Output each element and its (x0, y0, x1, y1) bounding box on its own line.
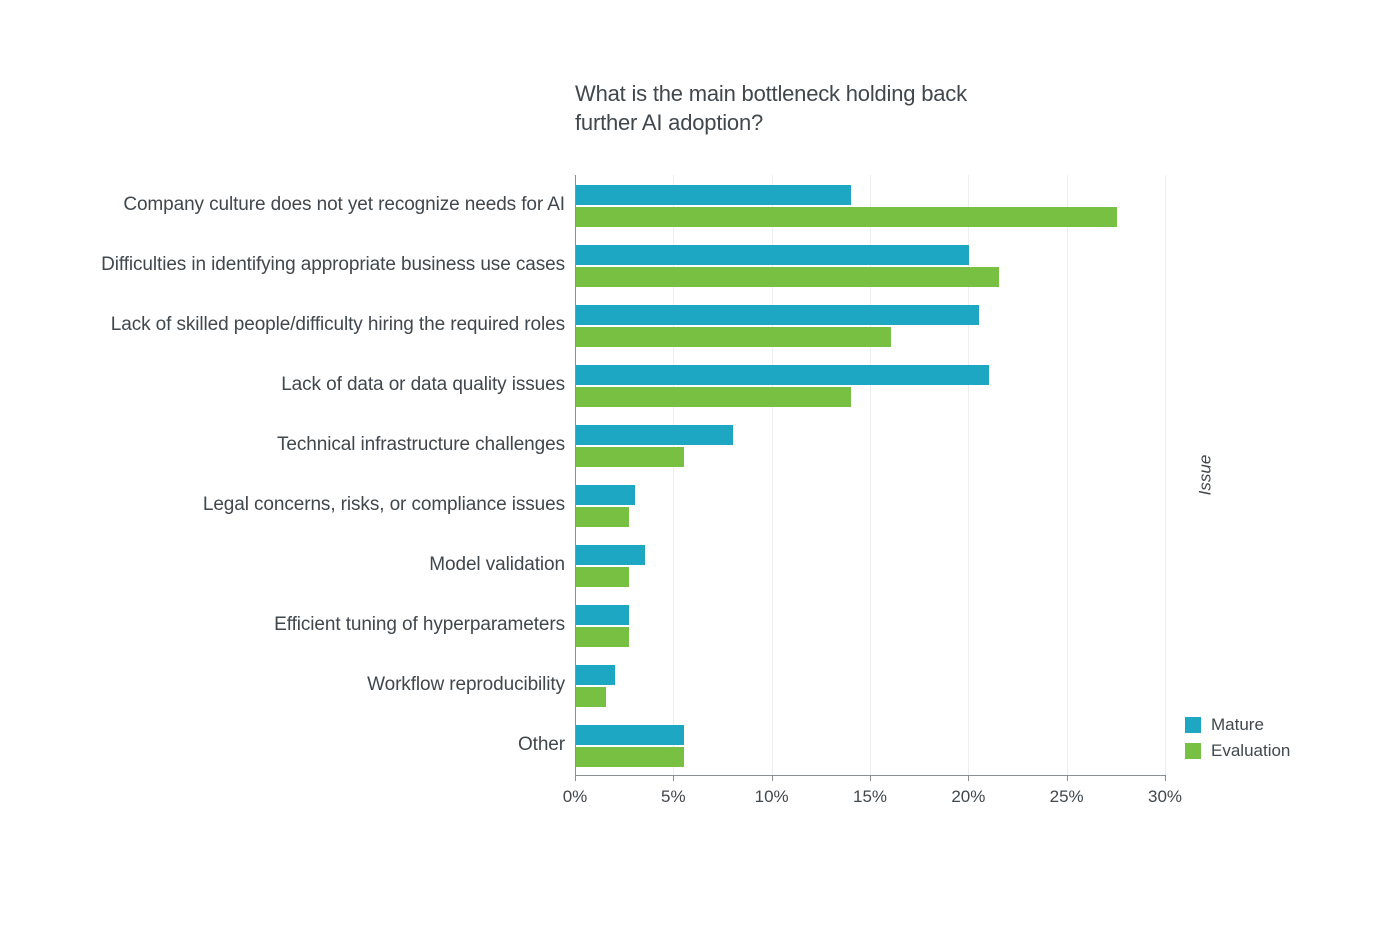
gridline (870, 175, 871, 775)
right-axis-label: Issue (1195, 455, 1215, 496)
y-axis-line (575, 175, 576, 775)
bar (576, 267, 999, 287)
bar (576, 725, 684, 745)
x-tick-label: 5% (661, 787, 686, 807)
category-label: Lack of skilled people/difficulty hiring… (111, 314, 565, 336)
gridline (1067, 175, 1068, 775)
bar (576, 365, 989, 385)
gridline (1165, 175, 1166, 775)
bar (576, 327, 891, 347)
category-label: Technical infrastructure challenges (277, 434, 565, 456)
x-tick-label: 25% (1050, 787, 1084, 807)
category-label: Efficient tuning of hyperparameters (274, 614, 565, 636)
bar (576, 245, 969, 265)
bar (576, 305, 979, 325)
x-tick-label: 15% (853, 787, 887, 807)
bar (576, 665, 615, 685)
bar (576, 387, 851, 407)
x-tick-mark (1165, 775, 1166, 781)
gridline (772, 175, 773, 775)
bar (576, 747, 684, 767)
x-tick-mark (870, 775, 871, 781)
gridline (673, 175, 674, 775)
x-tick-label: 0% (563, 787, 588, 807)
category-label: Model validation (429, 554, 565, 576)
x-axis-ticks: 0%5%10%15%20%25%30% (575, 787, 1165, 817)
bar (576, 567, 629, 587)
plot-area (575, 175, 1165, 775)
bar (576, 485, 635, 505)
legend-item: Evaluation (1185, 741, 1290, 761)
x-tick-mark (772, 775, 773, 781)
bar (576, 185, 851, 205)
x-tick-mark (673, 775, 674, 781)
legend-item: Mature (1185, 715, 1290, 735)
x-tick-label: 10% (755, 787, 789, 807)
bar (576, 627, 629, 647)
legend-swatch (1185, 743, 1201, 759)
category-label: Difficulties in identifying appropriate … (101, 254, 565, 276)
chart-title-line2: further AI adoption? (575, 110, 763, 135)
bar (576, 425, 733, 445)
category-label: Other (518, 734, 565, 756)
category-label: Company culture does not yet recognize n… (123, 194, 565, 216)
bar (576, 207, 1117, 227)
category-label: Lack of data or data quality issues (281, 374, 565, 396)
chart-title-line1: What is the main bottleneck holding back (575, 81, 967, 106)
x-tick-label: 30% (1148, 787, 1182, 807)
bar (576, 605, 629, 625)
x-tick-label: 20% (951, 787, 985, 807)
bar (576, 447, 684, 467)
bar (576, 545, 645, 565)
bar (576, 507, 629, 527)
bar (576, 687, 606, 707)
category-label: Workflow reproducibility (367, 674, 565, 696)
legend-label: Evaluation (1211, 741, 1290, 761)
x-tick-mark (1067, 775, 1068, 781)
y-axis-labels: Company culture does not yet recognize n… (80, 175, 565, 775)
x-tick-mark (575, 775, 576, 781)
legend-label: Mature (1211, 715, 1264, 735)
category-label: Legal concerns, risks, or compliance iss… (203, 494, 565, 516)
x-tick-mark (968, 775, 969, 781)
legend: Mature Evaluation (1185, 715, 1290, 767)
gridline (968, 175, 969, 775)
chart-title: What is the main bottleneck holding back… (575, 80, 967, 137)
legend-swatch (1185, 717, 1201, 733)
